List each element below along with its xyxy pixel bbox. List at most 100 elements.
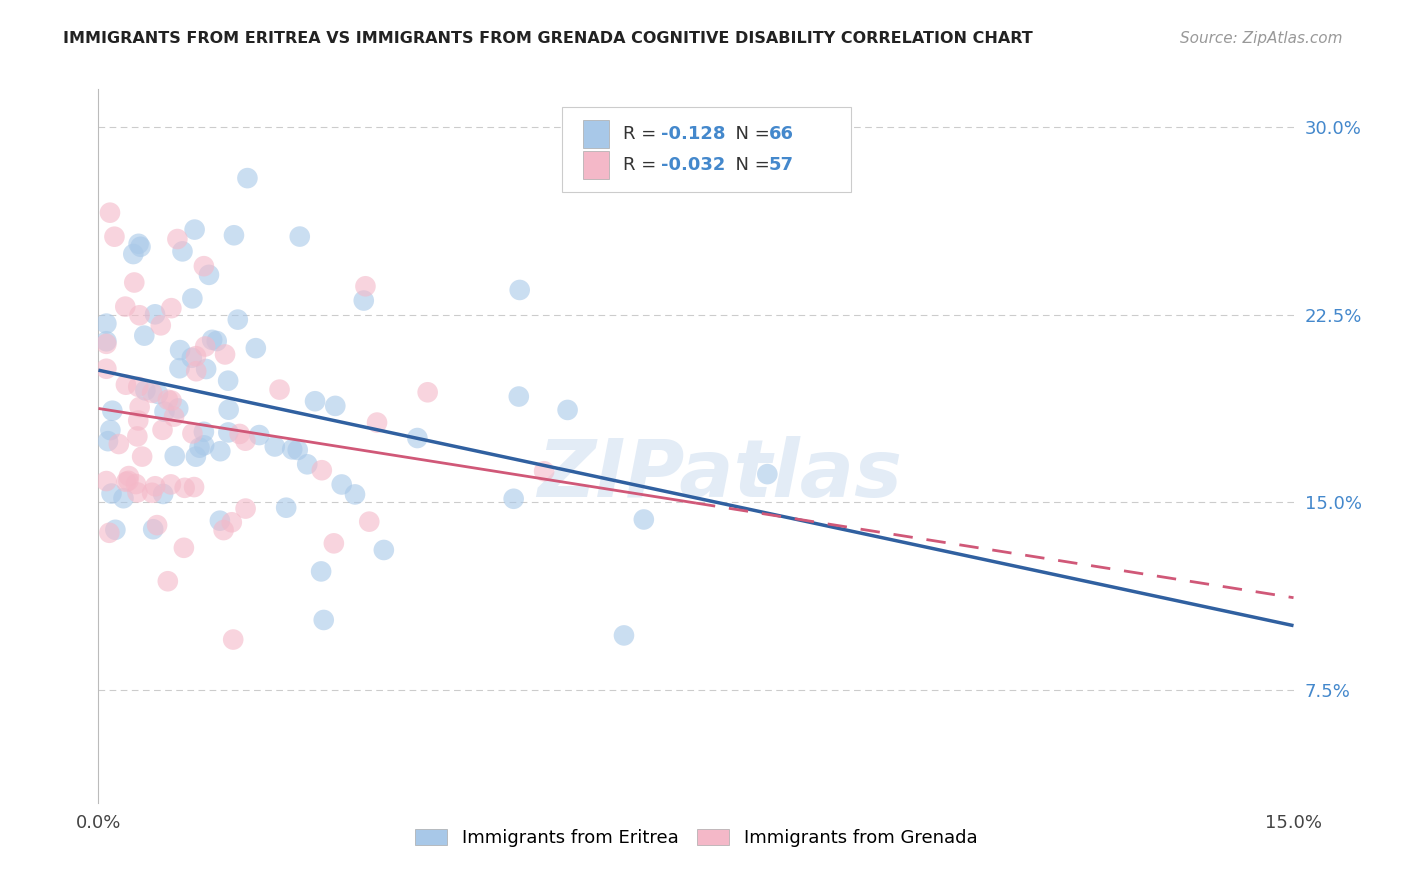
Point	[112, 491, 135, 506]
Point	[160, 301, 183, 315]
Point	[214, 347, 236, 361]
Point	[173, 481, 195, 495]
Point	[276, 500, 298, 515]
Point	[359, 515, 381, 529]
Point	[194, 339, 217, 353]
Point	[142, 522, 165, 536]
Point	[312, 613, 335, 627]
Point	[309, 565, 332, 579]
Point	[141, 385, 163, 400]
Point	[288, 229, 311, 244]
Point	[373, 543, 395, 558]
Point	[297, 458, 319, 472]
Point	[613, 628, 636, 642]
Text: IMMIGRANTS FROM ERITREA VS IMMIGRANTS FROM GRENADA COGNITIVE DISABILITY CORRELAT: IMMIGRANTS FROM ERITREA VS IMMIGRANTS FR…	[63, 31, 1033, 46]
Text: 57: 57	[769, 156, 794, 174]
Point	[195, 362, 218, 376]
Point	[96, 361, 118, 376]
Point	[181, 292, 204, 306]
Point	[287, 442, 309, 457]
Point	[366, 416, 388, 430]
Point	[143, 479, 166, 493]
Point	[209, 444, 232, 458]
Point	[160, 393, 183, 408]
Point	[122, 247, 145, 261]
Point	[180, 351, 202, 365]
Point	[212, 523, 235, 537]
Point	[217, 425, 239, 440]
Point	[198, 268, 221, 282]
Text: -0.128: -0.128	[661, 125, 725, 143]
Point	[406, 431, 429, 445]
Point	[96, 334, 118, 349]
Point	[118, 469, 141, 483]
Point	[633, 512, 655, 526]
Point	[115, 377, 138, 392]
Point	[156, 392, 179, 407]
Point	[100, 486, 122, 500]
Point	[236, 171, 259, 186]
Point	[169, 343, 191, 358]
Point	[184, 349, 207, 363]
Point	[228, 426, 250, 441]
Point	[323, 399, 346, 413]
Point	[127, 413, 149, 427]
Point	[143, 307, 166, 321]
Point	[97, 434, 120, 449]
Point	[508, 390, 530, 404]
Point	[263, 440, 285, 454]
Point	[533, 464, 555, 478]
Point	[128, 308, 150, 322]
Point	[152, 423, 174, 437]
Text: N =: N =	[724, 125, 776, 143]
Point	[269, 383, 291, 397]
Point	[186, 364, 208, 378]
Point	[141, 485, 163, 500]
Point	[322, 536, 344, 550]
Point	[502, 491, 524, 506]
Point	[221, 516, 243, 530]
Point	[160, 477, 183, 491]
Point	[416, 385, 439, 400]
Point	[115, 475, 138, 489]
Point	[163, 449, 186, 463]
Point	[343, 487, 366, 501]
Point	[127, 429, 149, 443]
Point	[156, 574, 179, 589]
Point	[152, 487, 174, 501]
Legend: Immigrants from Eritrea, Immigrants from Grenada: Immigrants from Eritrea, Immigrants from…	[408, 822, 984, 855]
Point	[201, 333, 224, 347]
Point	[235, 434, 257, 448]
Text: -0.032: -0.032	[661, 156, 725, 174]
Point	[146, 518, 169, 533]
Point	[193, 425, 215, 439]
Point	[217, 374, 239, 388]
Point	[101, 403, 124, 417]
Point	[131, 450, 153, 464]
Point	[218, 402, 240, 417]
Text: R =: R =	[623, 125, 662, 143]
Point	[756, 467, 779, 482]
Point	[245, 341, 267, 355]
Point	[222, 632, 245, 647]
Text: ZIPatlas: ZIPatlas	[537, 435, 903, 514]
Point	[354, 279, 377, 293]
Point	[205, 334, 228, 348]
Point	[193, 259, 215, 273]
Point	[183, 480, 205, 494]
Point	[166, 232, 188, 246]
Point	[353, 293, 375, 308]
Point	[128, 236, 150, 251]
Point	[173, 541, 195, 555]
Point	[96, 336, 118, 351]
Point	[134, 384, 156, 398]
Text: Source: ZipAtlas.com: Source: ZipAtlas.com	[1180, 31, 1343, 46]
Text: 66: 66	[769, 125, 794, 143]
Point	[167, 401, 190, 416]
Point	[181, 426, 204, 441]
Point	[330, 477, 353, 491]
Point	[184, 450, 207, 464]
Text: N =: N =	[724, 156, 776, 174]
Point	[153, 405, 176, 419]
Point	[127, 380, 149, 394]
